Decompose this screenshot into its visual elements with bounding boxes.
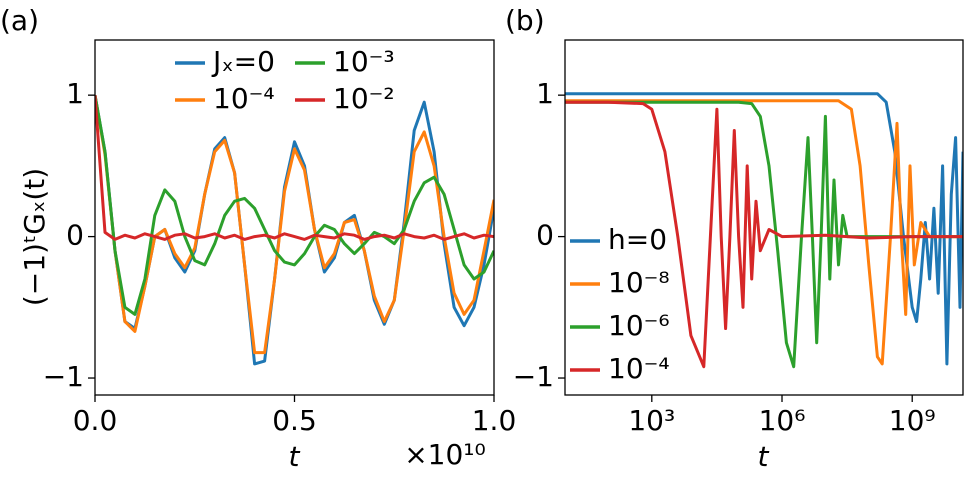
x-tick-label: 0.5 [272, 404, 317, 437]
y-tick-label: 0 [66, 219, 84, 252]
legend-label: 10⁻⁴ [213, 82, 275, 115]
y-tick-label: 0 [536, 219, 554, 252]
y-tick-label: −1 [513, 360, 554, 393]
x-tick-label: 10³ [628, 404, 675, 437]
y-tick-label: 1 [536, 77, 554, 110]
legend-label: 10⁻⁴ [608, 352, 670, 385]
series-line [95, 95, 494, 241]
series-line [565, 99, 963, 366]
legend-label: 10⁻³ [333, 45, 395, 78]
series-line [95, 94, 494, 366]
series-line [565, 100, 963, 369]
legend-label: 10⁻⁸ [608, 266, 670, 299]
axes-frame [564, 39, 964, 396]
y-tick-label: 1 [66, 77, 84, 110]
series-line [565, 92, 963, 366]
legend-label: 10⁻² [333, 82, 395, 115]
legend-label: h=0 [608, 223, 667, 256]
plot-area [95, 94, 494, 366]
series-line [95, 94, 494, 355]
plot-area [565, 92, 963, 369]
x-axis-label: t [758, 440, 770, 473]
panel-label: (b) [505, 4, 545, 37]
x-tick-label: 1.0 [472, 404, 517, 437]
x-multiplier: ×10¹⁰ [404, 438, 486, 471]
axes-frame [94, 39, 495, 396]
series-line [95, 94, 494, 316]
legend-label: 10⁻⁶ [608, 309, 670, 342]
x-tick-label: 10⁶ [759, 404, 806, 437]
series-line [565, 100, 963, 369]
x-axis-label: t [289, 440, 301, 473]
x-tick-label: 10⁹ [889, 404, 936, 437]
y-tick-label: −1 [43, 360, 84, 393]
x-tick-label: 0.0 [73, 404, 118, 437]
panel-label: (a) [0, 4, 39, 37]
legend-label: Jₓ=0 [211, 45, 275, 78]
y-axis-label: (−1)ᵗGₓ(t) [18, 168, 51, 306]
